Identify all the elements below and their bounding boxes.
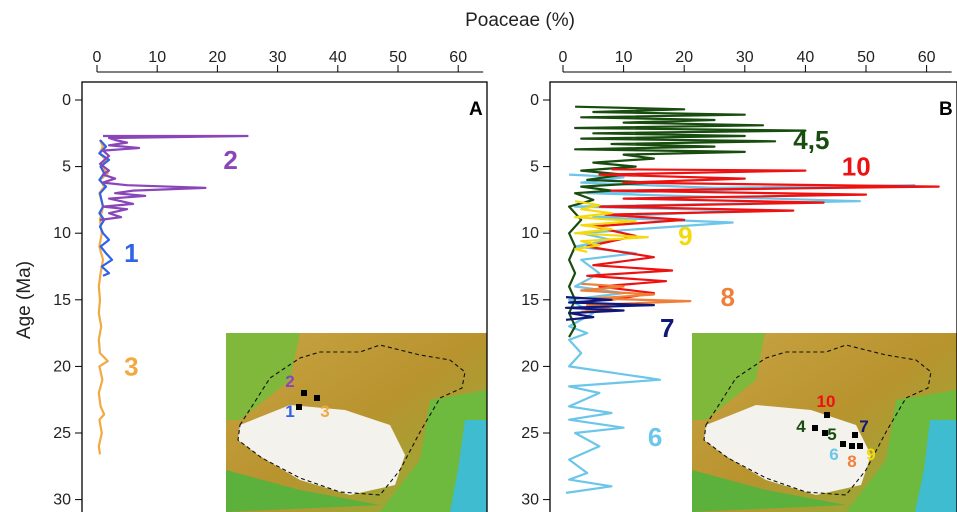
site-marker-10: [824, 412, 830, 418]
y-tick-label: 0: [530, 92, 539, 109]
site-marker-9: [857, 443, 863, 449]
y-tick-label: 25: [53, 425, 71, 442]
x-tick-label: 60: [449, 49, 467, 66]
map-inset-a: [226, 333, 487, 512]
y-tick-label: 20: [521, 358, 539, 375]
x-tick-label: 40: [329, 49, 347, 66]
map-site-label-1: 1: [285, 402, 294, 421]
panel-a: 0 10 20 30 40 50 60 0 5 10 15 20 25 30 3 1 2 2 1 3 A: [53, 49, 487, 512]
y-tick-label: 15: [521, 292, 539, 309]
map-site-label-9: 9: [866, 445, 875, 464]
series-label-10: 10: [842, 152, 871, 182]
series-label-7: 7: [660, 313, 674, 343]
x-tick-label: 0: [93, 49, 102, 66]
site-marker-8: [849, 443, 855, 449]
x-tick-label: 20: [675, 49, 693, 66]
y-tick-label: 0: [62, 92, 71, 109]
x-tick-label: 0: [559, 49, 568, 66]
map-inset-b: [692, 333, 957, 512]
y-tick-label: 5: [530, 159, 539, 176]
x-tick-label: 10: [615, 49, 633, 66]
panel-b-label: B: [939, 99, 953, 120]
x-tick-label: 10: [148, 49, 166, 66]
series-label-9: 9: [678, 221, 692, 251]
series-line-10: [587, 169, 939, 299]
y-tick-label: 30: [521, 492, 539, 509]
map-site-label-8: 8: [847, 452, 856, 471]
y-tick-label: 5: [62, 159, 71, 176]
panel-a-label: A: [469, 99, 483, 120]
y-tick-label: 30: [53, 492, 71, 509]
panel-a-series: 3 1 2: [99, 136, 248, 454]
map-site-label-6: 6: [829, 445, 838, 464]
series-label-8: 8: [721, 282, 735, 312]
y-tick-label: 10: [53, 225, 71, 242]
y-tick-label: 25: [521, 425, 539, 442]
series-label-2: 2: [223, 145, 237, 175]
map-site-label-5: 5: [827, 425, 836, 444]
site-marker-3: [314, 395, 320, 401]
series-label-1: 1: [124, 238, 138, 268]
series-label-3: 3: [124, 351, 138, 381]
map-site-label-4: 4: [796, 417, 806, 436]
site-marker-6: [840, 441, 846, 447]
x-tick-label: 30: [736, 49, 754, 66]
map-site-label-10: 10: [817, 392, 836, 411]
series-label-4-5: 4,5: [793, 125, 829, 155]
x-tick-label: 40: [797, 49, 815, 66]
site-marker-2: [301, 390, 307, 396]
x-tick-label: 30: [269, 49, 287, 66]
x-tick-label: 60: [918, 49, 936, 66]
map-site-label-3: 3: [320, 402, 329, 421]
site-marker-1: [296, 404, 302, 410]
map-site-label-2: 2: [285, 372, 294, 391]
x-tick-label: 50: [389, 49, 407, 66]
y-axis-title: Age (Ma): [14, 261, 35, 339]
y-tick-label: 20: [53, 358, 71, 375]
x-tick-label: 20: [209, 49, 227, 66]
y-tick-label: 10: [521, 225, 539, 242]
series-label-6: 6: [648, 422, 662, 452]
site-marker-4: [812, 425, 818, 431]
map-site-label-7: 7: [859, 417, 868, 436]
site-marker-7: [852, 432, 858, 438]
y-tick-label: 15: [53, 292, 71, 309]
x-axis-title: Poaceae (%): [465, 10, 575, 31]
x-tick-label: 50: [857, 49, 875, 66]
